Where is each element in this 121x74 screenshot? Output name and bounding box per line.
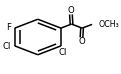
- Text: OCH₃: OCH₃: [98, 20, 119, 29]
- Text: O: O: [68, 6, 74, 15]
- Text: Cl: Cl: [58, 48, 67, 57]
- Text: O: O: [78, 37, 85, 46]
- Text: Cl: Cl: [2, 42, 11, 51]
- Text: F: F: [6, 23, 11, 32]
